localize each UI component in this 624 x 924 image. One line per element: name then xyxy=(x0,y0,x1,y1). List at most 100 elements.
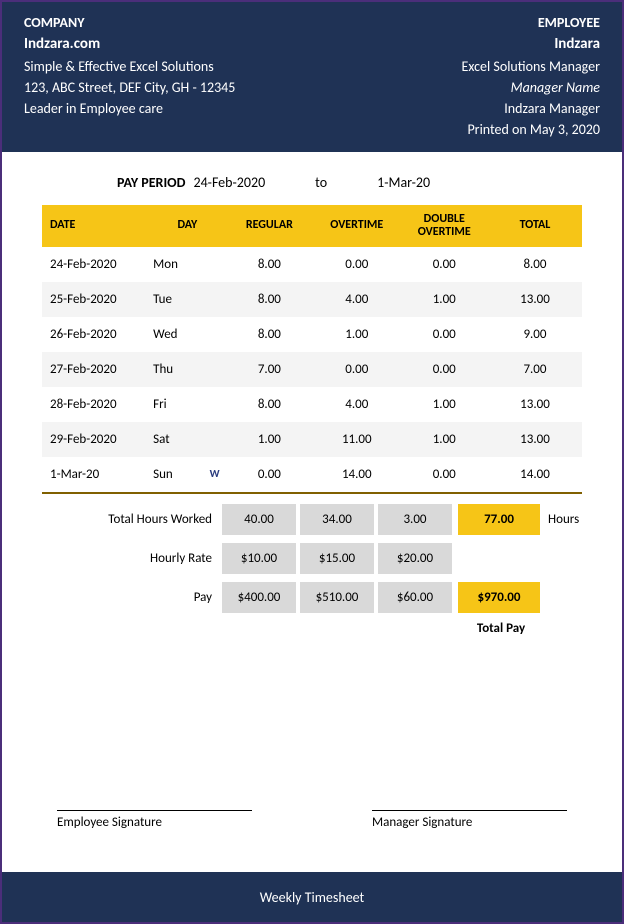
employee-title: Excel Solutions Manager xyxy=(462,56,600,77)
total-hours-overtime: 34.00 xyxy=(300,504,374,535)
cell-regular: 8.00 xyxy=(226,317,313,352)
cell-total: 13.00 xyxy=(488,282,582,317)
cell-double: 1.00 xyxy=(401,282,488,317)
total-hours-label: Total Hours Worked xyxy=(42,512,222,527)
cell-day: SunW xyxy=(149,457,226,493)
total-hours-double: 3.00 xyxy=(378,504,452,535)
company-address: 123, ABC Street, DEF City, GH - 12345 xyxy=(24,77,235,98)
page: COMPANY Indzara.com Simple & Effective E… xyxy=(0,0,624,924)
signatures: Employee Signature Manager Signature xyxy=(2,810,622,830)
th-regular: REGULAR xyxy=(226,205,313,247)
pay-regular: $400.00 xyxy=(222,582,296,613)
manager-label: Manager Name xyxy=(462,77,600,98)
employee-block: EMPLOYEE Indzara Excel Solutions Manager… xyxy=(462,12,600,140)
company-slogan: Leader in Employee care xyxy=(24,98,235,119)
cell-date: 24-Feb-2020 xyxy=(42,247,149,282)
cell-overtime: 0.00 xyxy=(313,352,400,387)
total-pay-label: Total Pay xyxy=(460,621,542,636)
cell-total: 13.00 xyxy=(488,387,582,422)
employee-signature-line xyxy=(57,810,252,811)
th-day: DAY xyxy=(149,205,226,247)
th-date: DATE xyxy=(42,205,149,247)
cell-day: Mon xyxy=(149,247,226,282)
table-row: 28-Feb-2020Fri8.004.001.0013.00 xyxy=(42,387,582,422)
pay-period-from: 24-Feb-2020 xyxy=(193,174,265,191)
th-double-overtime: DOUBLE OVERTIME xyxy=(401,205,488,247)
cell-double: 0.00 xyxy=(401,352,488,387)
cell-day: Fri xyxy=(149,387,226,422)
company-tagline: Simple & Effective Excel Solutions xyxy=(24,56,235,77)
cell-total: 9.00 xyxy=(488,317,582,352)
cell-total: 8.00 xyxy=(488,247,582,282)
timesheet-table-wrap: DATE DAY REGULAR OVERTIME DOUBLE OVERTIM… xyxy=(2,205,622,494)
pay-period: PAY PERIOD 24-Feb-2020 to 1-Mar-20 xyxy=(2,152,622,205)
cell-date: 26-Feb-2020 xyxy=(42,317,149,352)
cell-date: 1-Mar-20 xyxy=(42,457,149,493)
total-hours-total: 77.00 xyxy=(458,504,540,535)
cell-overtime: 0.00 xyxy=(313,247,400,282)
cell-total: 7.00 xyxy=(488,352,582,387)
cell-day: Thu xyxy=(149,352,226,387)
cell-date: 27-Feb-2020 xyxy=(42,352,149,387)
rate-label: Hourly Rate xyxy=(42,551,222,566)
rate-row: Hourly Rate $10.00 $15.00 $20.00 xyxy=(42,543,582,574)
table-row: 25-Feb-2020Tue8.004.001.0013.00 xyxy=(42,282,582,317)
table-row: 26-Feb-2020Wed8.001.000.009.00 xyxy=(42,317,582,352)
table-header-row: DATE DAY REGULAR OVERTIME DOUBLE OVERTIM… xyxy=(42,205,582,247)
cell-overtime: 4.00 xyxy=(313,282,400,317)
cell-regular: 0.00 xyxy=(226,457,313,493)
cell-double: 0.00 xyxy=(401,247,488,282)
header: COMPANY Indzara.com Simple & Effective E… xyxy=(2,2,622,152)
cell-regular: 1.00 xyxy=(226,422,313,457)
company-name: Indzara.com xyxy=(24,33,235,56)
table-row: 24-Feb-2020Mon8.000.000.008.00 xyxy=(42,247,582,282)
th-overtime: OVERTIME xyxy=(313,205,400,247)
employee-label: EMPLOYEE xyxy=(462,12,600,33)
cell-day: Sat xyxy=(149,422,226,457)
manager-name: Indzara Manager xyxy=(462,98,600,119)
pay-double: $60.00 xyxy=(378,582,452,613)
rate-double: $20.00 xyxy=(378,543,452,574)
company-label: COMPANY xyxy=(24,12,235,33)
cell-double: 0.00 xyxy=(401,317,488,352)
footer-text: Weekly Timesheet xyxy=(260,889,365,906)
employee-name: Indzara xyxy=(462,33,600,56)
printed-date: Printed on May 3, 2020 xyxy=(462,119,600,140)
cell-total: 14.00 xyxy=(488,457,582,493)
cell-date: 28-Feb-2020 xyxy=(42,387,149,422)
cell-day: Tue xyxy=(149,282,226,317)
footer: Weekly Timesheet xyxy=(2,872,622,922)
rate-regular: $10.00 xyxy=(222,543,296,574)
total-hours-regular: 40.00 xyxy=(222,504,296,535)
cell-regular: 8.00 xyxy=(226,387,313,422)
table-row: 1-Mar-20SunW0.0014.000.0014.00 xyxy=(42,457,582,493)
manager-signature-label: Manager Signature xyxy=(372,815,567,830)
cell-date: 29-Feb-2020 xyxy=(42,422,149,457)
cell-regular: 8.00 xyxy=(226,247,313,282)
timesheet-table: DATE DAY REGULAR OVERTIME DOUBLE OVERTIM… xyxy=(42,205,582,494)
employee-signature-label: Employee Signature xyxy=(57,815,252,830)
pay-period-to: 1-Mar-20 xyxy=(377,174,430,191)
table-row: 29-Feb-2020Sat1.0011.001.0013.00 xyxy=(42,422,582,457)
cell-double: 1.00 xyxy=(401,422,488,457)
cell-overtime: 4.00 xyxy=(313,387,400,422)
employee-signature: Employee Signature xyxy=(57,810,252,830)
manager-signature: Manager Signature xyxy=(372,810,567,830)
cell-date: 25-Feb-2020 xyxy=(42,282,149,317)
cell-regular: 8.00 xyxy=(226,282,313,317)
cell-double: 1.00 xyxy=(401,387,488,422)
pay-period-label: PAY PERIOD xyxy=(117,174,185,191)
pay-total: $970.00 xyxy=(458,582,540,613)
pay-row: Pay $400.00 $510.00 $60.00 $970.00 xyxy=(42,582,582,613)
total-hours-row: Total Hours Worked 40.00 34.00 3.00 77.0… xyxy=(42,504,582,535)
table-row: 27-Feb-2020Thu7.000.000.007.00 xyxy=(42,352,582,387)
hours-suffix: Hours xyxy=(540,512,579,527)
rate-overtime: $15.00 xyxy=(300,543,374,574)
company-block: COMPANY Indzara.com Simple & Effective E… xyxy=(24,12,235,140)
cell-overtime: 11.00 xyxy=(313,422,400,457)
manager-signature-line xyxy=(372,810,567,811)
pay-label: Pay xyxy=(42,590,222,605)
cell-double: 0.00 xyxy=(401,457,488,493)
th-total: TOTAL xyxy=(488,205,582,247)
cell-total: 13.00 xyxy=(488,422,582,457)
